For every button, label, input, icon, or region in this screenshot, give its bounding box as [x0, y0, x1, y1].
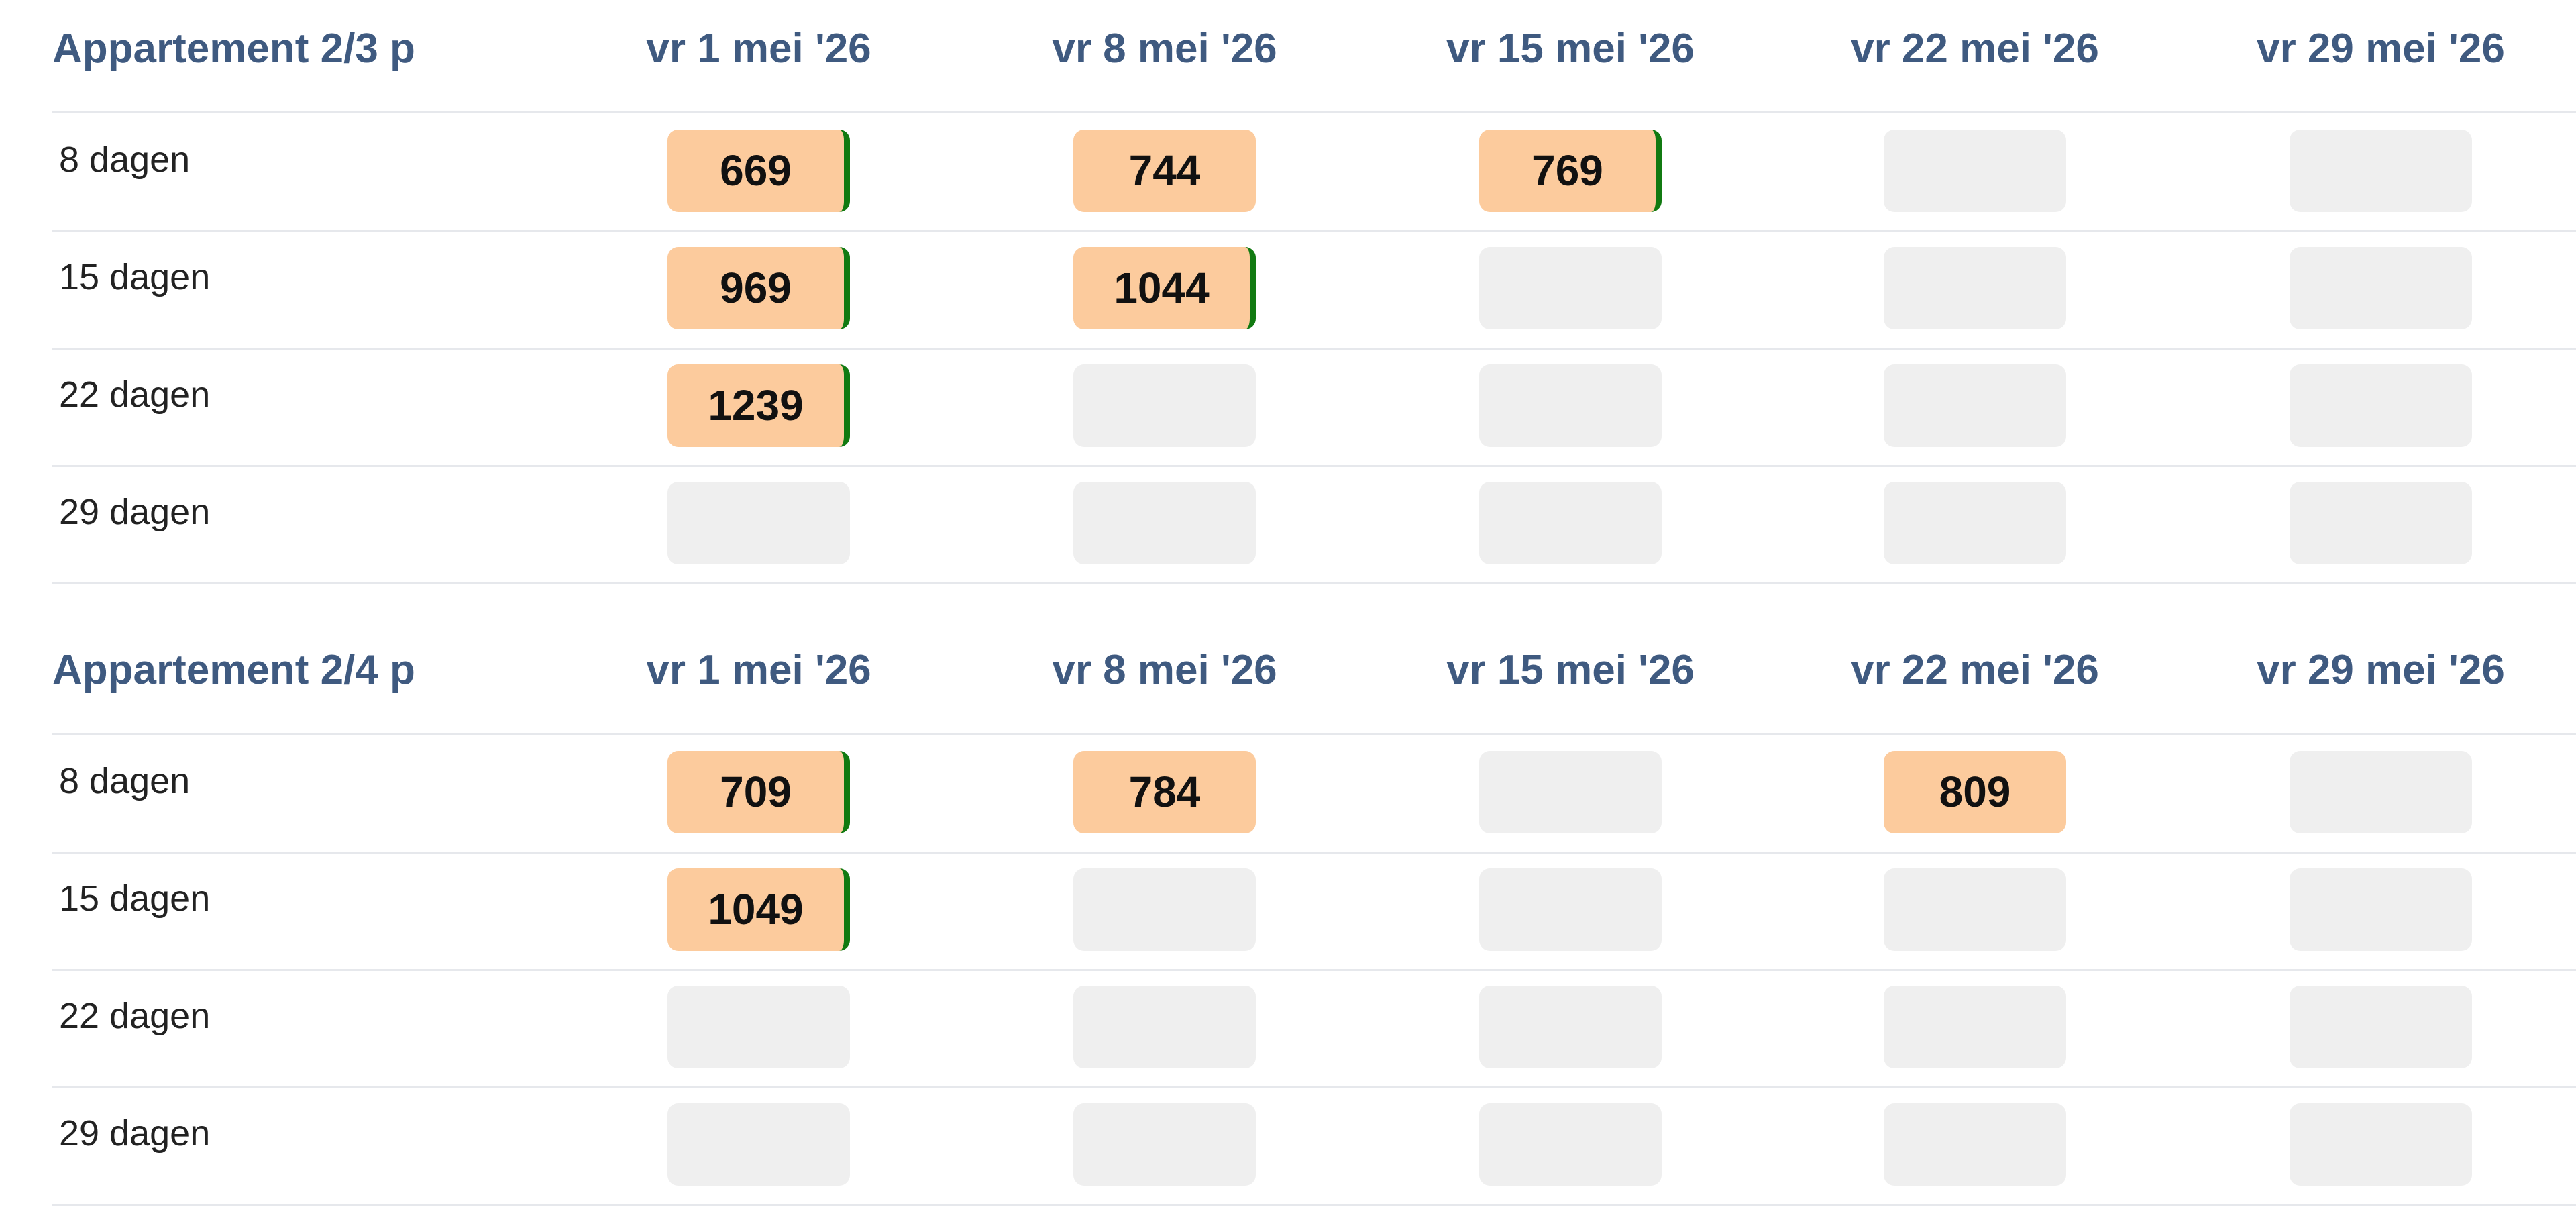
column-header: vr 29 mei '26 — [2257, 647, 2505, 693]
price-cell[interactable]: 744 — [1073, 130, 1256, 212]
empty-cell — [2290, 482, 2472, 564]
empty-cell — [1479, 868, 1662, 951]
empty-cell — [1479, 1103, 1662, 1186]
empty-cell — [1884, 247, 2066, 329]
row-divider — [52, 465, 2576, 467]
empty-cell — [667, 986, 850, 1068]
price-cell[interactable]: 809 — [1884, 751, 2066, 833]
header-divider — [52, 733, 2576, 735]
empty-cell — [1073, 364, 1256, 447]
row-label: 15 dagen — [59, 257, 211, 297]
empty-cell — [1479, 751, 1662, 833]
row-label: 22 dagen — [59, 996, 211, 1036]
column-header: vr 1 mei '26 — [646, 25, 871, 72]
empty-cell — [1884, 986, 2066, 1068]
empty-cell — [1884, 482, 2066, 564]
row-divider — [52, 1204, 2576, 1206]
row-label: 8 dagen — [59, 761, 191, 801]
column-header: vr 22 mei '26 — [1851, 25, 2099, 72]
price-cell[interactable]: 1049 — [667, 868, 850, 951]
price-cell[interactable]: 1044 — [1073, 247, 1256, 329]
row-divider — [52, 969, 2576, 971]
column-header: vr 15 mei '26 — [1446, 25, 1695, 72]
row-divider — [52, 1086, 2576, 1088]
price-cell[interactable]: 1239 — [667, 364, 850, 447]
empty-cell — [1884, 868, 2066, 951]
empty-cell — [1073, 868, 1256, 951]
price-cell[interactable]: 669 — [667, 130, 850, 212]
empty-cell — [2290, 247, 2472, 329]
row-label: 15 dagen — [59, 878, 211, 919]
empty-cell — [667, 482, 850, 564]
empty-cell — [2290, 364, 2472, 447]
empty-cell — [1479, 247, 1662, 329]
column-header: vr 8 mei '26 — [1052, 647, 1277, 693]
price-cell[interactable]: 969 — [667, 247, 850, 329]
empty-cell — [2290, 868, 2472, 951]
row-label: 8 dagen — [59, 140, 191, 180]
row-label: 22 dagen — [59, 374, 211, 415]
table-title: Appartement 2/4 p — [52, 647, 415, 693]
column-header: vr 29 mei '26 — [2257, 25, 2505, 72]
empty-cell — [2290, 130, 2472, 212]
row-divider — [52, 230, 2576, 232]
column-header: vr 8 mei '26 — [1052, 25, 1277, 72]
header-divider — [52, 111, 2576, 113]
empty-cell — [1073, 986, 1256, 1068]
empty-cell — [1884, 130, 2066, 212]
empty-cell — [1884, 364, 2066, 447]
price-cell[interactable]: 784 — [1073, 751, 1256, 833]
column-header: vr 1 mei '26 — [646, 647, 871, 693]
column-header: vr 15 mei '26 — [1446, 647, 1695, 693]
empty-cell — [667, 1103, 850, 1186]
empty-cell — [1479, 364, 1662, 447]
empty-cell — [2290, 986, 2472, 1068]
row-label: 29 dagen — [59, 1113, 211, 1154]
empty-cell — [1073, 1103, 1256, 1186]
empty-cell — [2290, 751, 2472, 833]
column-header: vr 22 mei '26 — [1851, 647, 2099, 693]
row-divider — [52, 348, 2576, 350]
empty-cell — [2290, 1103, 2472, 1186]
empty-cell — [1479, 986, 1662, 1068]
price-cell[interactable]: 709 — [667, 751, 850, 833]
table-title: Appartement 2/3 p — [52, 25, 415, 72]
price-cell[interactable]: 769 — [1479, 130, 1662, 212]
empty-cell — [1479, 482, 1662, 564]
empty-cell — [1073, 482, 1256, 564]
row-label: 29 dagen — [59, 492, 211, 532]
row-divider — [52, 582, 2576, 584]
empty-cell — [1884, 1103, 2066, 1186]
row-divider — [52, 852, 2576, 854]
